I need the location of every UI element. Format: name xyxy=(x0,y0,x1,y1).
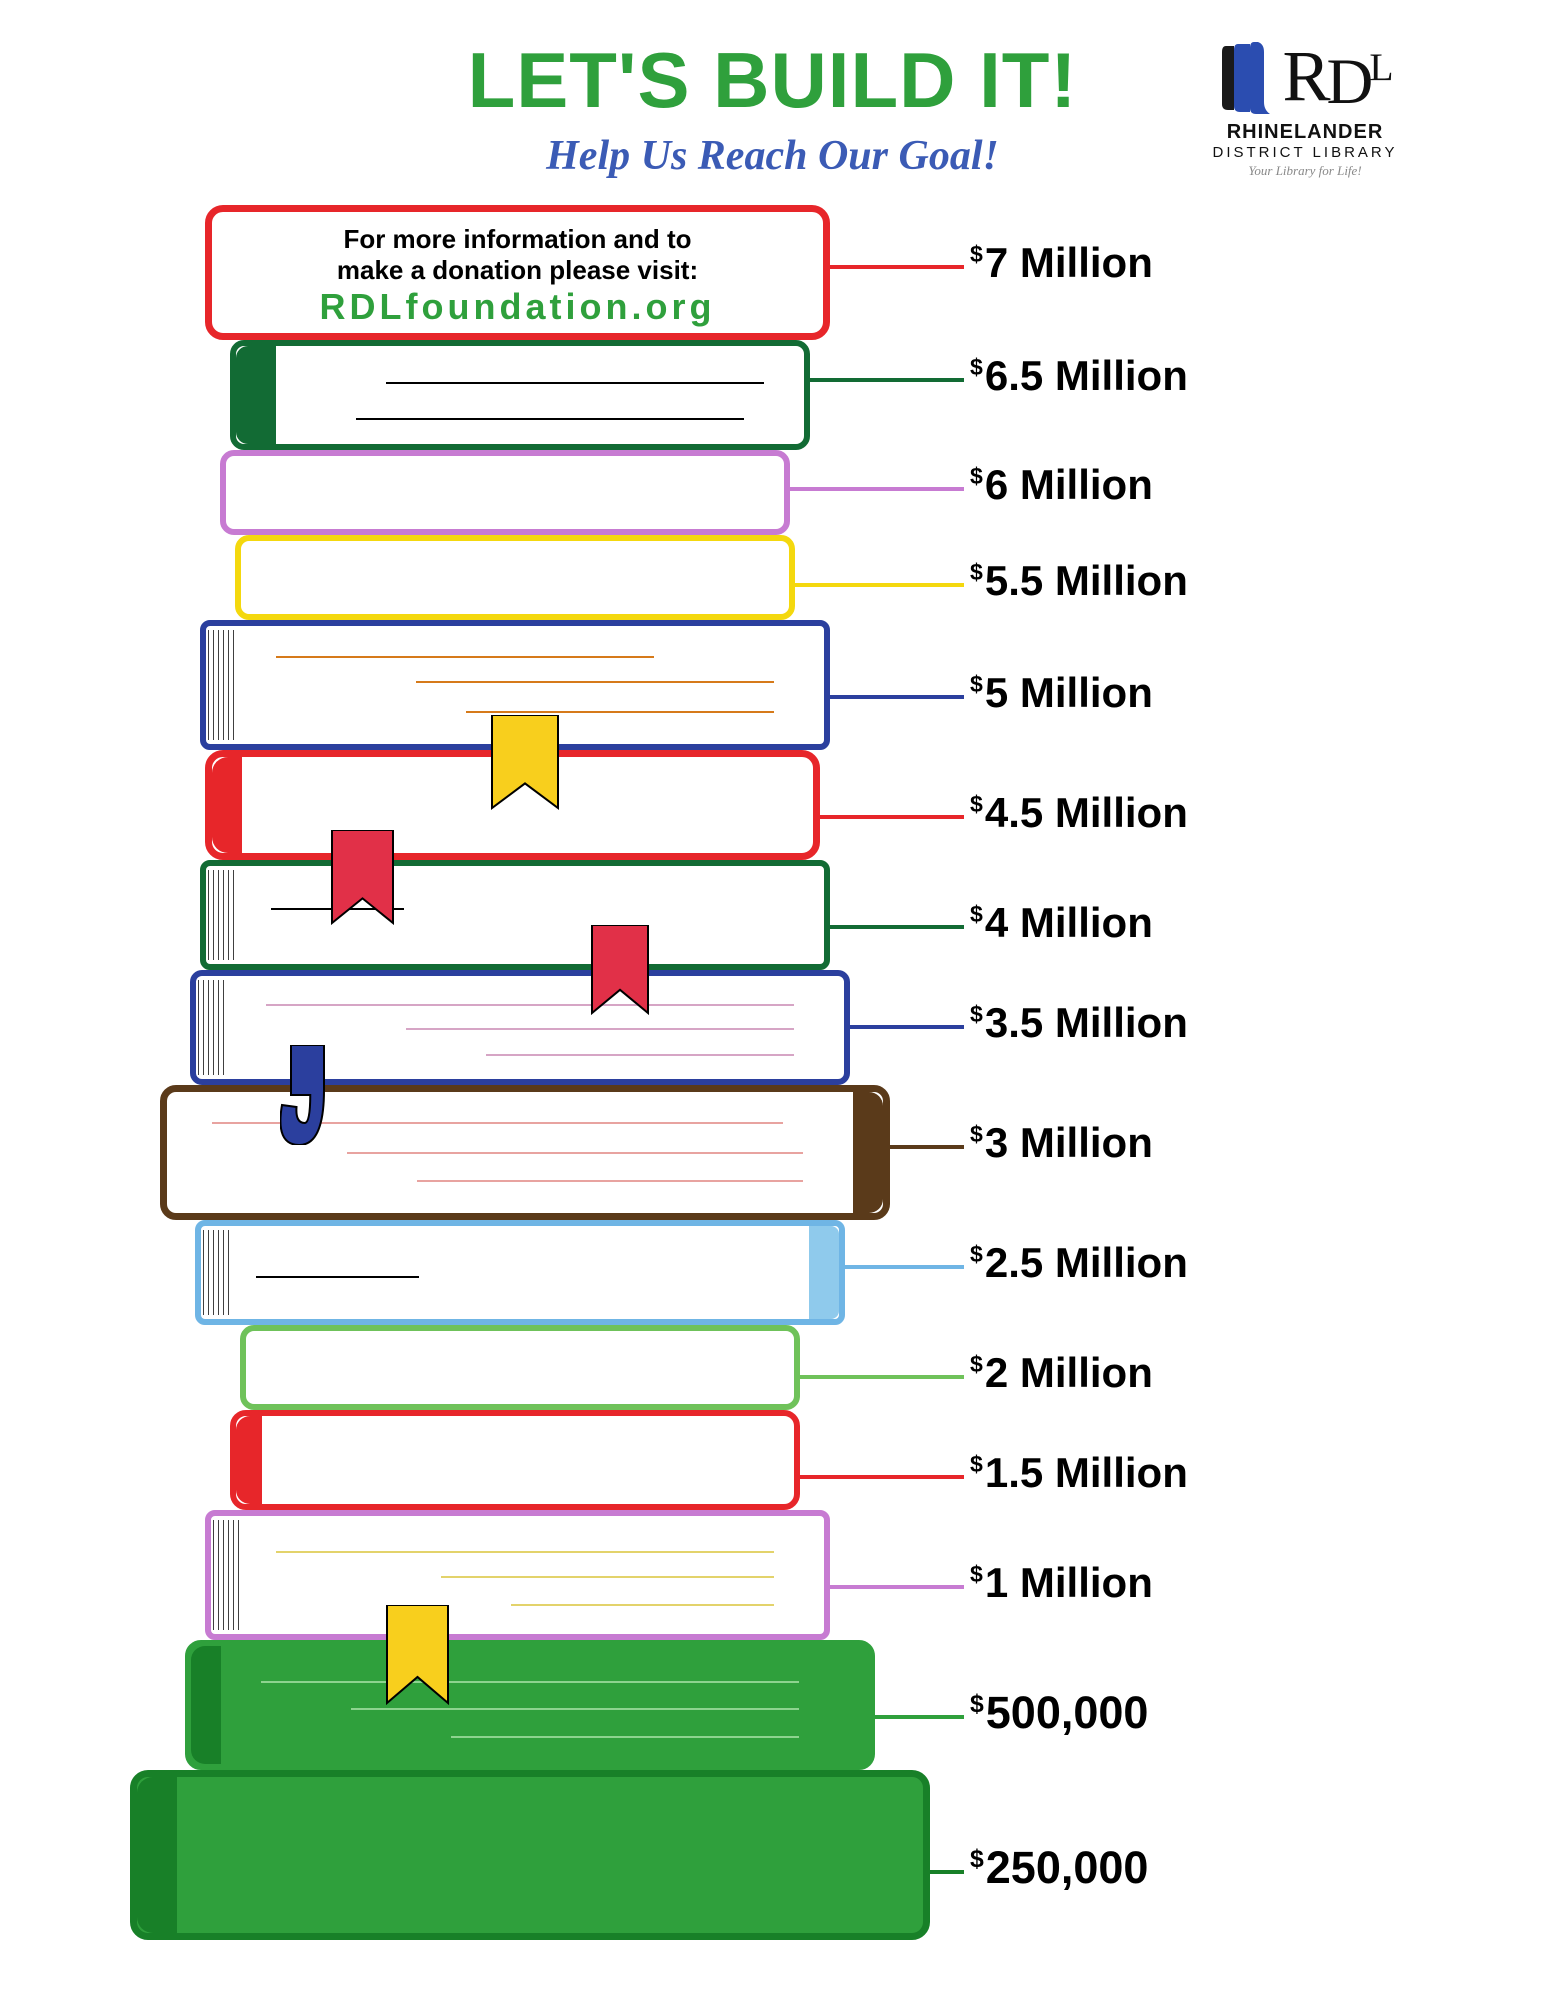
library-logo: RDL RHINELANDER DISTRICT LIBRARY Your Li… xyxy=(1175,40,1435,179)
book-stack: For more information and tomake a donati… xyxy=(100,205,1445,1985)
leader-line xyxy=(890,1145,964,1149)
leader-line xyxy=(800,1475,964,1479)
book-level-9 xyxy=(195,1220,845,1325)
leader-line xyxy=(810,378,964,382)
leader-line xyxy=(820,815,964,819)
logo-subname: DISTRICT LIBRARY xyxy=(1175,144,1435,161)
book-level-12 xyxy=(205,1510,830,1640)
bookmark-icon xyxy=(280,1045,335,1145)
leader-line xyxy=(845,1265,964,1269)
leader-line xyxy=(830,925,964,929)
book-level-0: For more information and tomake a donati… xyxy=(205,205,830,340)
leader-line xyxy=(800,1375,964,1379)
amount-label: $1.5 Million xyxy=(970,1449,1188,1497)
amount-label: $3 Million xyxy=(970,1119,1153,1167)
book-level-11 xyxy=(230,1410,800,1510)
amount-label: $2 Million xyxy=(970,1349,1153,1397)
leader-line xyxy=(850,1025,964,1029)
book-level-2 xyxy=(220,450,790,535)
bookmark-icon xyxy=(590,925,650,1015)
book-icon xyxy=(1220,42,1278,114)
leader-line xyxy=(875,1715,964,1719)
info-url: RDLfoundation.org xyxy=(252,286,783,328)
logo-initials: RDL xyxy=(1282,40,1389,115)
leader-line xyxy=(930,1870,964,1874)
amount-label: $4.5 Million xyxy=(970,789,1188,837)
book-level-10 xyxy=(240,1325,800,1410)
bookmark-icon xyxy=(490,715,560,810)
leader-line xyxy=(830,1585,964,1589)
book-level-3 xyxy=(235,535,795,620)
amount-label: $2.5 Million xyxy=(970,1239,1188,1287)
leader-line xyxy=(830,265,964,269)
info-line-2: make a donation please visit: xyxy=(252,255,783,286)
bookmark-icon xyxy=(330,830,395,925)
leader-line xyxy=(790,487,964,491)
amount-label: $250,000 xyxy=(970,1842,1148,1894)
book-level-8 xyxy=(160,1085,890,1220)
amount-label: $7 Million xyxy=(970,239,1153,287)
book-level-13 xyxy=(185,1640,875,1770)
amount-label: $500,000 xyxy=(970,1687,1148,1739)
amount-label: $6 Million xyxy=(970,461,1153,509)
info-call-to-action: For more information and tomake a donati… xyxy=(252,224,783,328)
amount-label: $1 Million xyxy=(970,1559,1153,1607)
logo-tagline: Your Library for Life! xyxy=(1175,163,1435,179)
leader-line xyxy=(830,695,964,699)
book-level-6 xyxy=(200,860,830,970)
amount-label: $5.5 Million xyxy=(970,557,1188,605)
amount-label: $6.5 Million xyxy=(970,352,1188,400)
bookmark-icon xyxy=(385,1605,450,1705)
book-level-1 xyxy=(230,340,810,450)
leader-line xyxy=(795,583,964,587)
amount-label: $5 Million xyxy=(970,669,1153,717)
info-line-1: For more information and to xyxy=(252,224,783,255)
amount-label: $4 Million xyxy=(970,899,1153,947)
book-level-14 xyxy=(130,1770,930,1940)
amount-label: $3.5 Million xyxy=(970,999,1188,1047)
logo-name: RHINELANDER xyxy=(1175,121,1435,144)
